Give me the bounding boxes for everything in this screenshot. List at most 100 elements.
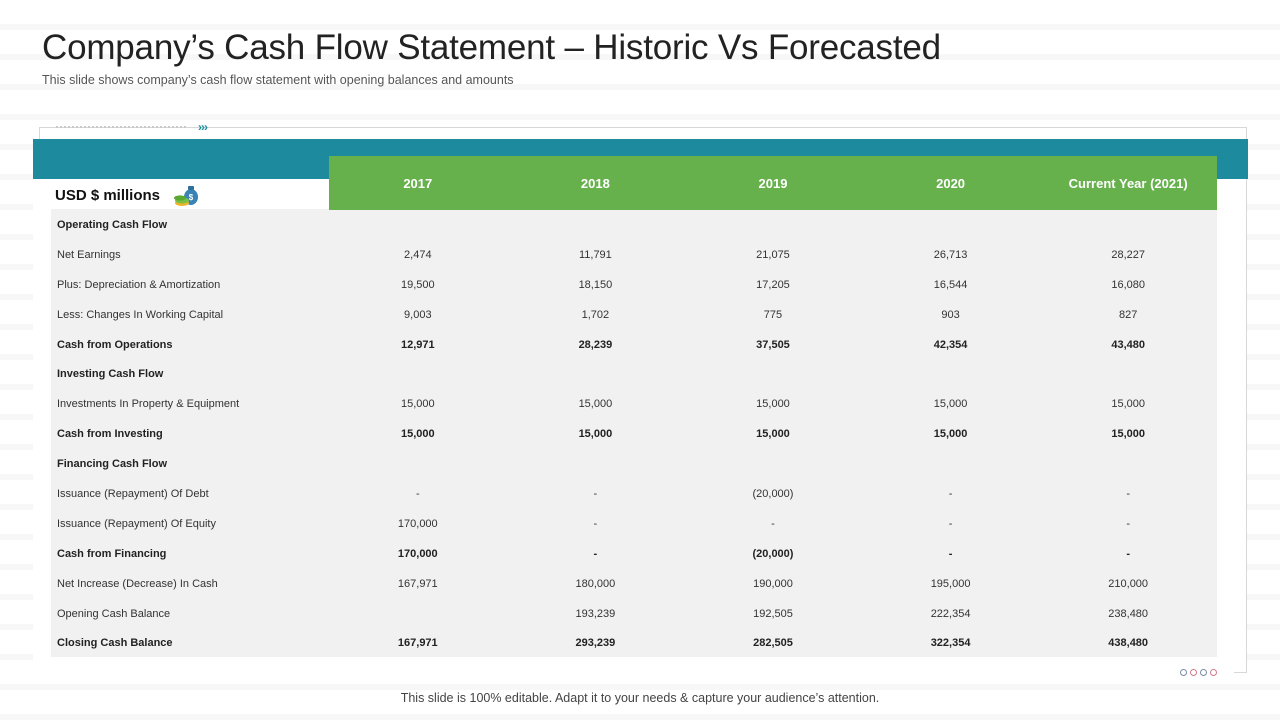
table-row: Cash from Operations 12,971 28,239 37,505 42… xyxy=(51,330,1217,360)
slide-title: Company’s Cash Flow Statement – Historic… xyxy=(42,28,941,67)
table-cell: 192,505 xyxy=(753,607,793,620)
table-cell: 21,075 xyxy=(756,248,790,261)
table-cell: - xyxy=(593,487,598,500)
table-row: Issuance (Repayment) Of Debt - - (20,000) - - xyxy=(51,479,1217,509)
row-label: Operating Cash Flow xyxy=(57,218,168,231)
table-row: Net Earnings 2,474 11,791 21,075 26,713 28,22… xyxy=(51,240,1217,270)
column-header: 2020 xyxy=(936,175,966,191)
table-cell: - xyxy=(593,517,598,530)
table-cell: 438,480 xyxy=(1108,637,1149,650)
table-cell: - xyxy=(948,547,953,560)
slide-footer: This slide is 100% editable. Adapt it to… xyxy=(400,691,880,705)
row-label: Cash from Investing xyxy=(57,428,163,441)
row-label: Plus: Depreciation & Amortization xyxy=(57,278,221,291)
table-cell: 170,000 xyxy=(397,547,438,560)
pager-dot xyxy=(1190,669,1197,676)
row-label: Opening Cash Balance xyxy=(57,607,171,620)
table-cell: - xyxy=(1126,517,1130,530)
table-cell: 322,354 xyxy=(930,637,971,650)
table-cell: - xyxy=(948,487,953,500)
pager-dot xyxy=(1210,669,1217,676)
table-body-background xyxy=(51,209,1217,657)
table-cell: 15,000 xyxy=(933,398,968,411)
table-cell: 18,150 xyxy=(578,278,613,291)
row-label: Investing Cash Flow xyxy=(57,368,164,381)
table-cell: 12,971 xyxy=(400,338,435,351)
table-cell: 42,354 xyxy=(933,338,968,351)
money-bag-icon: $ xyxy=(174,186,198,206)
table-cell: 15,000 xyxy=(756,398,790,411)
column-header: 2019 xyxy=(758,175,788,191)
table-row: Plus: Depreciation & Amortization 19,500 1… xyxy=(51,270,1217,300)
table-cell: 16,080 xyxy=(1111,278,1145,291)
table-cell: 9,003 xyxy=(404,308,432,321)
svg-text:$: $ xyxy=(189,193,194,202)
pager-dot xyxy=(1180,669,1187,676)
units-label: USD $ millions xyxy=(55,187,161,204)
table-cell: 282,505 xyxy=(753,637,793,650)
table-cell: 827 xyxy=(1118,308,1138,321)
table-cell: 222,354 xyxy=(930,607,971,620)
column-header: 2017 xyxy=(403,175,433,191)
table-cell: 167,971 xyxy=(397,577,438,590)
table-rows: Operating Cash Flow Net Earnings 2,474 11,7… xyxy=(51,210,1217,658)
table-cell: 16,544 xyxy=(933,278,968,291)
row-label: Financing Cash Flow xyxy=(57,458,168,471)
table-cell: 37,505 xyxy=(756,338,790,351)
table-cell: (20,000) xyxy=(752,547,794,560)
table-row: Financing Cash Flow xyxy=(51,449,1217,479)
row-label: Net Earnings xyxy=(57,248,121,261)
table-cell: 903 xyxy=(941,308,960,321)
table-cell: 180,000 xyxy=(575,577,616,590)
row-label: Cash from Financing xyxy=(57,547,167,560)
table-row: Cash from Financing 170,000 - (20,000) - - xyxy=(51,539,1217,569)
slide-subtitle: This slide shows company’s cash flow sta… xyxy=(42,73,514,87)
slide-pager xyxy=(1180,669,1217,676)
row-label: Investments In Property & Equipment xyxy=(57,398,240,411)
table-cell: 15,000 xyxy=(400,398,435,411)
table-cell: 170,000 xyxy=(397,517,438,530)
column-header: 2018 xyxy=(580,175,610,191)
table-row: Issuance (Repayment) Of Equity 170,000 - - -… xyxy=(51,509,1217,539)
table-cell: 2,474 xyxy=(404,248,432,261)
table-row: Less: Changes In Working Capital 9,003 1,7… xyxy=(51,300,1217,330)
table-cell: 43,480 xyxy=(1111,338,1145,351)
table-row: Opening Cash Balance 193,239 192,505 222,35… xyxy=(51,599,1217,629)
table-row: Cash from Investing 15,000 15,000 15,000 15,… xyxy=(51,419,1217,449)
table-cell: 28,239 xyxy=(578,338,613,351)
table-cell: 15,000 xyxy=(578,398,613,411)
table-cell: 210,000 xyxy=(1108,577,1149,590)
table-cell: - xyxy=(771,517,775,530)
table-cell: 11,791 xyxy=(578,248,612,261)
row-label: Closing Cash Balance xyxy=(57,637,173,650)
column-header: Current Year (2021) xyxy=(1068,175,1188,191)
pager-dot xyxy=(1200,669,1207,676)
table-cell: - xyxy=(593,547,598,560)
table-cell: 15,000 xyxy=(400,428,435,441)
table-cell: 26,713 xyxy=(933,248,968,261)
table-cell: 15,000 xyxy=(1111,398,1145,411)
table-cell: 195,000 xyxy=(930,577,971,590)
table-cell: 167,971 xyxy=(397,637,438,650)
table-row: Investments In Property & Equipment 15,00… xyxy=(51,389,1217,419)
table-row: Operating Cash Flow xyxy=(51,210,1217,240)
table-cell: 775 xyxy=(763,308,783,321)
table-cell: - xyxy=(415,487,420,500)
table-cell: 17,205 xyxy=(756,278,790,291)
table-cell: 15,000 xyxy=(578,428,613,441)
table-cell: 15,000 xyxy=(933,428,968,441)
table-row: Net Increase (Decrease) In Cash 167,971 18… xyxy=(51,569,1217,599)
table-cell: 19,500 xyxy=(400,278,435,291)
table-cell: 15,000 xyxy=(756,428,790,441)
chevron-right-icon: ››› xyxy=(198,120,208,134)
table-cell: - xyxy=(948,517,953,530)
row-label: Cash from Operations xyxy=(57,338,173,351)
table-cell: 238,480 xyxy=(1108,607,1149,620)
row-label: Net Increase (Decrease) In Cash xyxy=(57,577,218,590)
table-cell: - xyxy=(1126,487,1130,500)
row-label: Less: Changes In Working Capital xyxy=(57,308,224,321)
table-row: Investing Cash Flow xyxy=(51,359,1217,389)
row-label: Issuance (Repayment) Of Debt xyxy=(57,487,209,500)
table-cell: 190,000 xyxy=(753,577,793,590)
table-cell: 15,000 xyxy=(1111,428,1145,441)
